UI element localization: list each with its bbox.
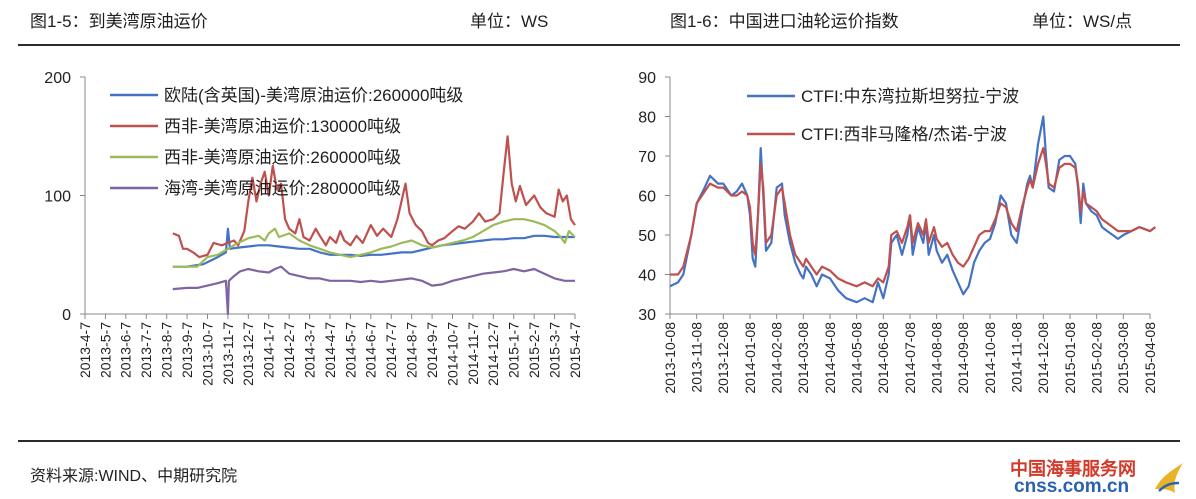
x-tick-label: 2014-3-7 [301, 322, 317, 378]
x-tick-label: 2015-04-08 [1142, 322, 1158, 394]
top-divider [18, 44, 1180, 46]
chart1-title: 图1-5：到美湾原油运价 [30, 12, 208, 31]
chart2-unit: 单位：WS/点 [1032, 12, 1133, 31]
x-tick-label: 2014-03-08 [795, 322, 811, 394]
x-tick-label: 2014-9-7 [424, 322, 440, 378]
x-tick-label: 2013-5-7 [97, 322, 113, 378]
y-tick-label: 30 [638, 307, 656, 324]
x-tick-label: 2014-06-08 [875, 322, 891, 394]
x-tick-label: 2013-6-7 [118, 322, 134, 378]
y-tick-label: 0 [62, 307, 71, 324]
series-line-3 [172, 218, 576, 268]
x-tick-label: 2015-03-08 [1115, 322, 1131, 394]
x-tick-label: 2014-11-08 [1009, 322, 1025, 393]
x-tick-label: 2014-05-08 [849, 322, 865, 394]
x-tick-label: 2013-11-08 [689, 322, 705, 393]
x-tick-label: 2013-4-7 [77, 322, 93, 378]
x-tick-label: 2015-2-7 [526, 322, 542, 378]
series-line-4 [172, 265, 575, 316]
y-tick-label: 70 [638, 149, 656, 166]
x-tick-label: 2015-1-7 [506, 322, 522, 378]
x-tick-label: 2014-08-08 [929, 322, 945, 394]
x-tick-label: 2014-2-7 [281, 322, 297, 378]
logo-wave-icon [1155, 463, 1183, 493]
logo-text-url: cnss.com.cn [1014, 476, 1130, 497]
legend-label-3: 西非-美湾原油运价:260000吨级 [164, 148, 401, 167]
x-tick-label: 2014-11-7 [465, 322, 481, 385]
bottom-divider [18, 440, 1180, 442]
x-tick-label: 2014-4-7 [322, 322, 338, 378]
x-tick-label: 2014-09-08 [955, 322, 971, 394]
x-tick-label: 2013-10-08 [662, 322, 678, 394]
x-tick-label: 2014-1-7 [261, 322, 277, 378]
site-logo[interactable]: 中国海事服务网 cnss.com.cn [1010, 455, 1185, 499]
x-tick-label: 2014-10-7 [444, 322, 460, 386]
legend-label-1: 欧陆(含英国)-美湾原油运价:260000吨级 [164, 86, 463, 105]
y-tick-label: 40 [638, 268, 656, 285]
legend-label-2: 西非-美湾原油运价:130000吨级 [164, 117, 401, 136]
y-tick-label: 80 [638, 110, 656, 127]
x-tick-label: 2014-8-7 [404, 322, 420, 378]
series-line-2 [670, 147, 1156, 288]
x-tick-label: 2015-01-08 [1062, 322, 1078, 394]
series-line-1 [172, 227, 575, 268]
x-tick-label: 2014-12-08 [1035, 322, 1051, 394]
y-tick-label: 200 [44, 70, 71, 87]
x-tick-label: 2013-12-7 [240, 322, 256, 386]
legend-label-1: CTFI:中东湾拉斯坦努拉-宁波 [801, 87, 1019, 106]
x-tick-label: 2014-07-08 [902, 322, 918, 394]
series-line-2 [172, 135, 576, 259]
chart1-unit: 单位：WS [470, 12, 549, 31]
x-tick-label: 2014-01-08 [742, 322, 758, 394]
x-tick-label: 2013-10-7 [199, 322, 215, 386]
x-tick-label: 2015-02-08 [1089, 322, 1105, 394]
y-tick-label: 60 [638, 189, 656, 206]
x-tick-label: 2013-11-7 [220, 322, 236, 385]
source-note: 资料来源:WIND、中期研究院 [30, 468, 238, 485]
y-tick-label: 90 [638, 70, 656, 87]
x-tick-label: 2015-4-7 [567, 322, 583, 378]
x-tick-label: 2014-7-7 [383, 322, 399, 378]
series-line-1 [669, 115, 1156, 304]
x-tick-label: 2014-04-08 [822, 322, 838, 394]
x-tick-label: 2013-8-7 [159, 322, 175, 378]
x-tick-label: 2014-6-7 [363, 322, 379, 378]
logo-text-cn: 中国海事服务网 [1010, 459, 1136, 479]
chart1-us-gulf-crude-freight: 0 100 200 2013-4-7 2013-5-7 2013-6-7 2013-7-7 2… [44, 70, 583, 386]
x-tick-label: 2013-7-7 [138, 322, 154, 378]
legend-label-2: CTFI:西非马隆格/杰诺-宁波 [801, 125, 1007, 144]
x-tick-label: 2013-9-7 [179, 322, 195, 378]
chart2-title: 图1-6：中国进口油轮运价指数 [670, 12, 899, 31]
y-tick-label: 100 [44, 189, 71, 206]
x-tick-label: 2014-02-08 [769, 322, 785, 394]
chart2-china-tanker-freight-index: 30 40 50 60 70 80 90 2013-10-08 2013-11-08 2013-1… [638, 70, 1158, 394]
x-tick-label: 2014-12-7 [485, 322, 501, 386]
legend-label-4: 海湾-美湾原油运价:280000吨级 [164, 179, 401, 198]
x-tick-label: 2015-3-7 [546, 322, 562, 378]
x-tick-label: 2013-12-08 [715, 322, 731, 394]
y-tick-label: 50 [638, 228, 656, 245]
x-tick-label: 2014-5-7 [342, 322, 358, 378]
x-tick-label: 2014-10-08 [982, 322, 998, 394]
